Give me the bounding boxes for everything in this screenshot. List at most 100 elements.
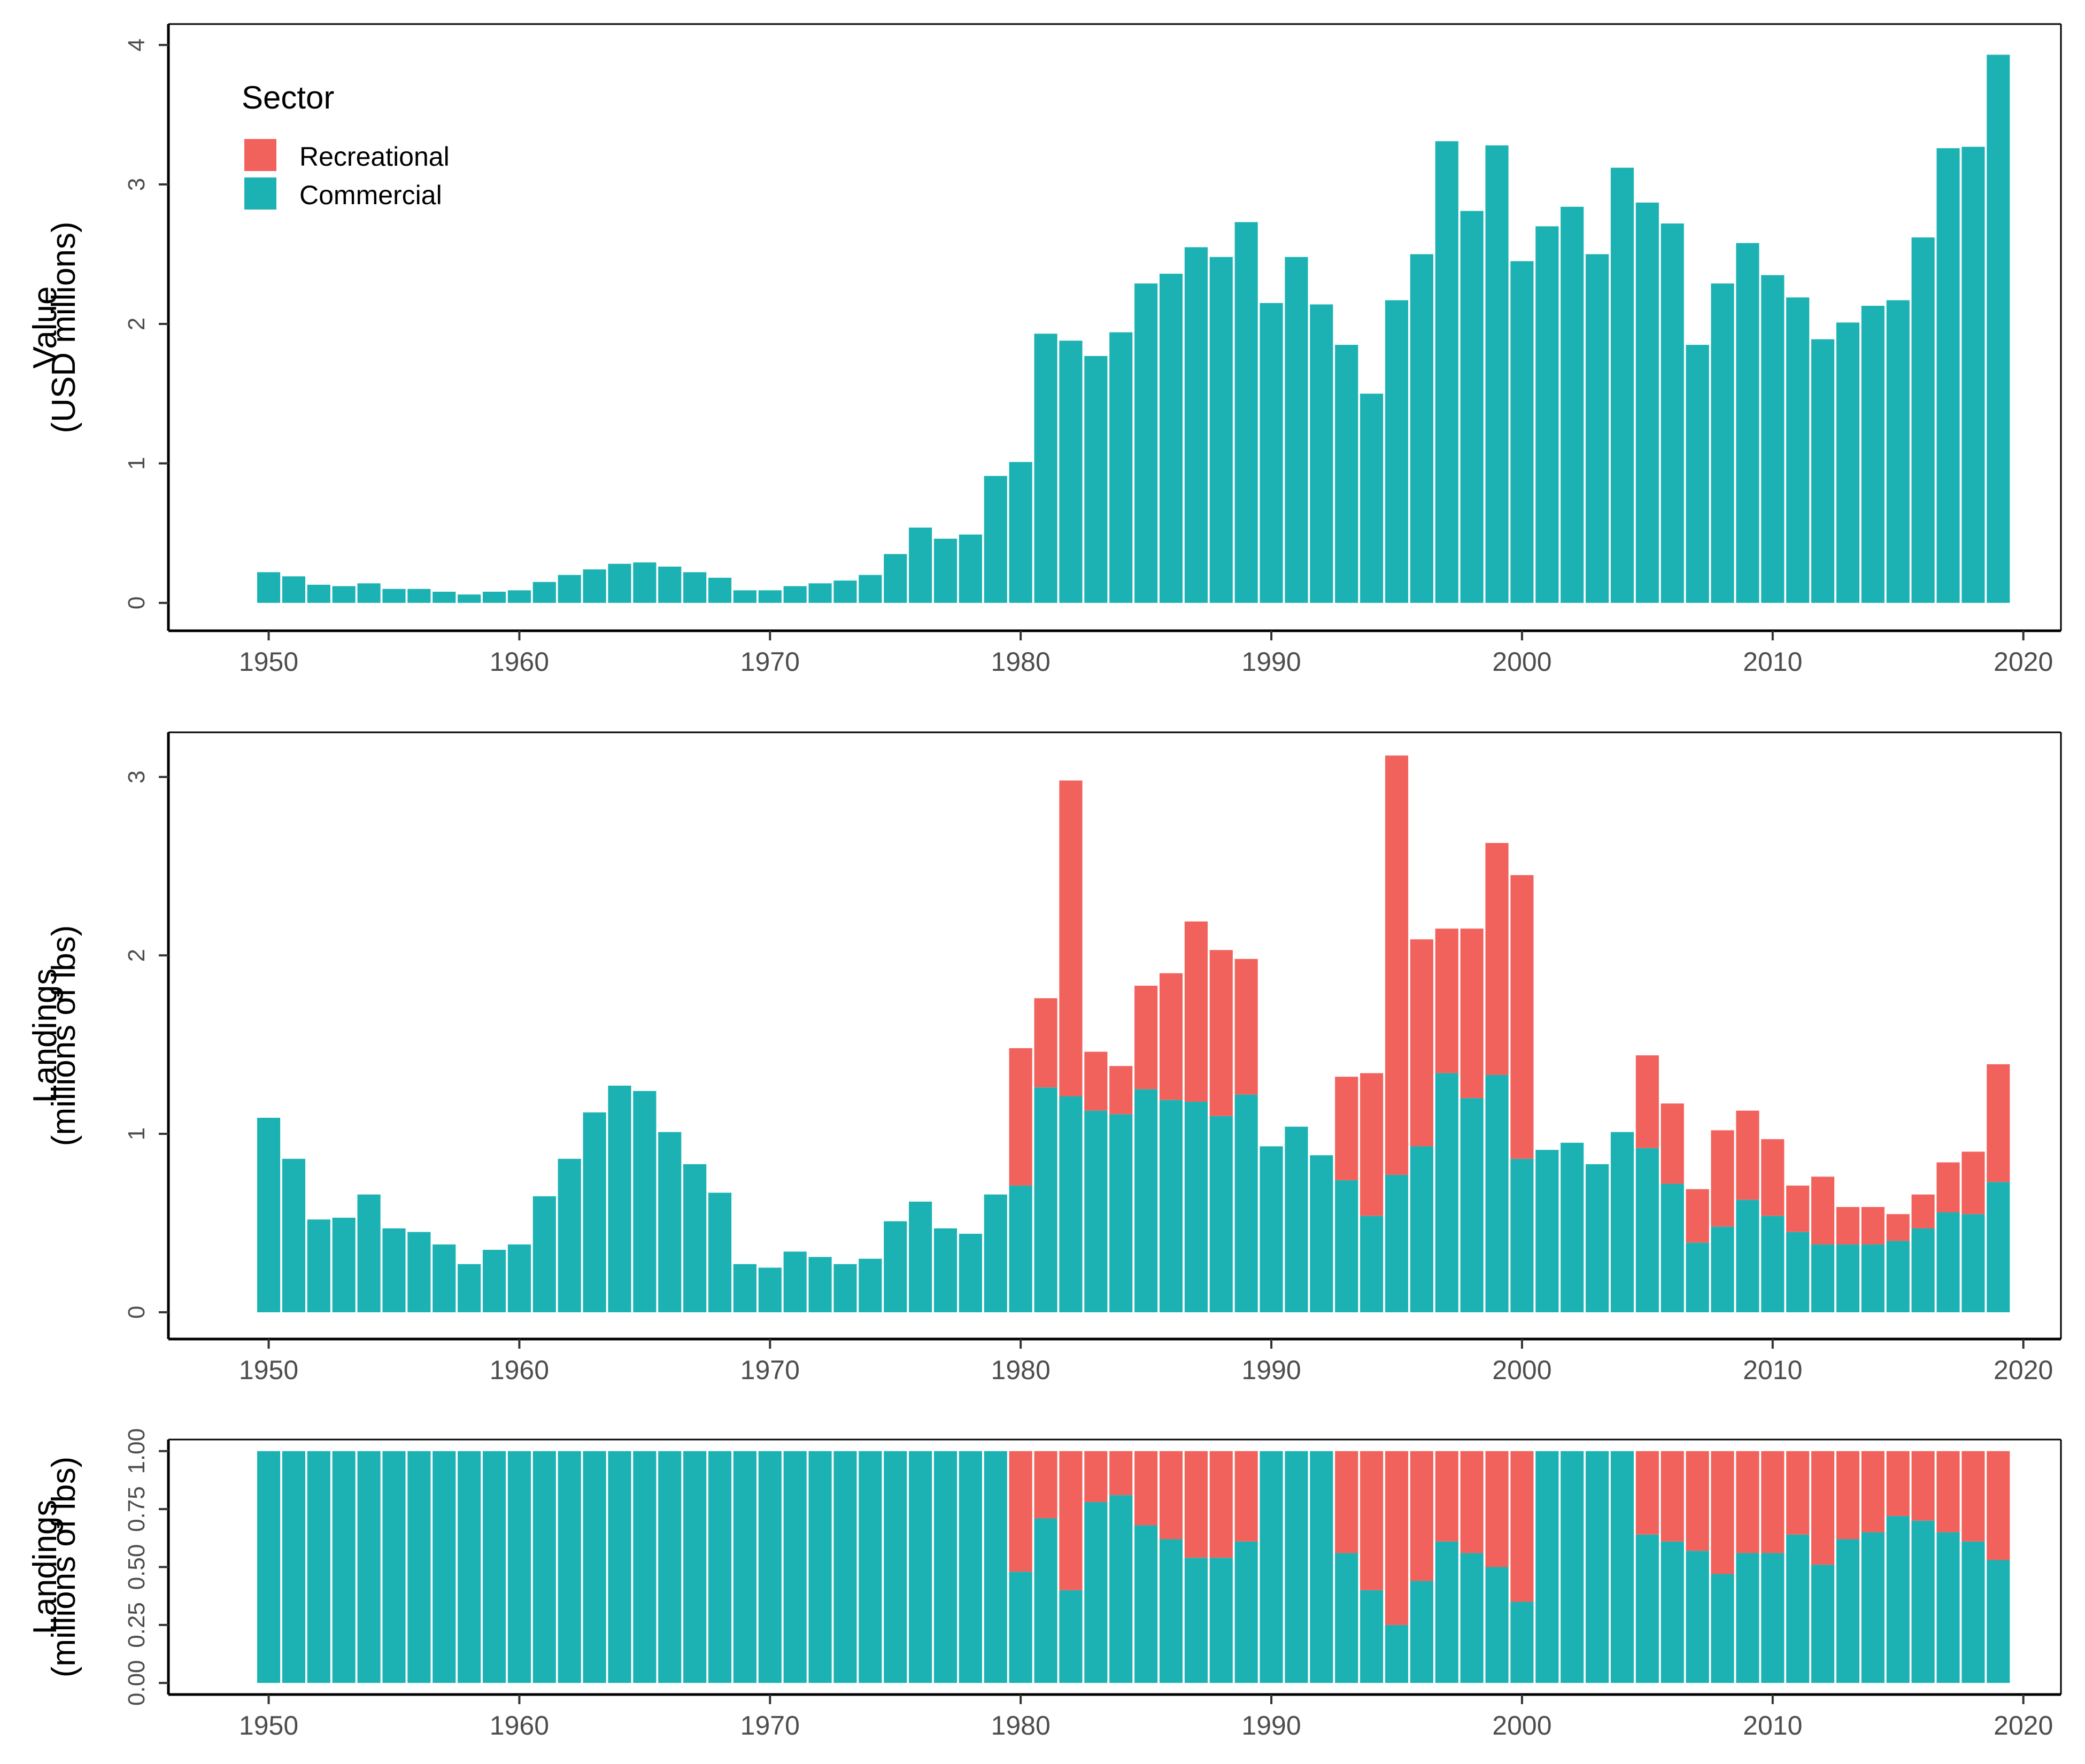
bar-commercial-1966 bbox=[658, 566, 682, 603]
x-tick-label: 1950 bbox=[239, 1711, 298, 1740]
bar-recreational-2010 bbox=[1761, 1451, 1785, 1553]
bar-commercial-2000 bbox=[1510, 1158, 1534, 1312]
bar-recreational-2000 bbox=[1510, 875, 1534, 1159]
bar-commercial-1993 bbox=[1335, 345, 1358, 603]
bar-commercial-2002 bbox=[1561, 1142, 1584, 1312]
bar-recreational-1989 bbox=[1234, 1451, 1258, 1542]
bar-commercial-1984 bbox=[1109, 1114, 1133, 1312]
bar-commercial-2007 bbox=[1686, 345, 1709, 603]
bar-commercial-1960 bbox=[507, 590, 531, 603]
bar-commercial-1997 bbox=[1435, 1541, 1458, 1683]
bar-commercial-2004 bbox=[1610, 1451, 1634, 1683]
bar-recreational-1998 bbox=[1460, 1451, 1484, 1553]
bar-recreational-2007 bbox=[1686, 1189, 1709, 1243]
bar-commercial-1989 bbox=[1234, 1541, 1258, 1683]
bar-commercial-1980 bbox=[1009, 1572, 1032, 1683]
bar-recreational-2017 bbox=[1936, 1162, 1960, 1212]
bar-commercial-2009 bbox=[1736, 243, 1759, 603]
bar-recreational-2014 bbox=[1861, 1451, 1885, 1533]
bar-commercial-1970 bbox=[758, 590, 782, 603]
bar-commercial-1998 bbox=[1460, 1098, 1484, 1312]
bar-recreational-2017 bbox=[1936, 1451, 1960, 1533]
x-tick-label: 1950 bbox=[239, 1355, 298, 1385]
bar-commercial-1976 bbox=[909, 1451, 932, 1683]
bar-commercial-1974 bbox=[859, 1258, 882, 1312]
bar-commercial-1986 bbox=[1159, 1539, 1183, 1683]
y-axis-title: (millions of lbs) bbox=[45, 925, 82, 1146]
y-axis-title: Landings bbox=[27, 969, 64, 1103]
bar-commercial-1980 bbox=[1009, 462, 1032, 603]
bar-commercial-1956 bbox=[407, 1232, 431, 1312]
bar-recreational-1986 bbox=[1159, 1451, 1183, 1539]
bar-commercial-2001 bbox=[1535, 226, 1559, 603]
bar-recreational-2000 bbox=[1510, 1451, 1534, 1602]
bar-commercial-2009 bbox=[1736, 1200, 1759, 1312]
bar-commercial-1971 bbox=[783, 1451, 807, 1683]
bar-commercial-1968 bbox=[708, 1451, 732, 1683]
bar-commercial-1967 bbox=[683, 572, 707, 603]
bar-commercial-1969 bbox=[733, 1264, 756, 1312]
bar-recreational-2005 bbox=[1635, 1055, 1659, 1148]
bar-commercial-1972 bbox=[808, 1257, 832, 1312]
bar-commercial-2019 bbox=[1987, 1560, 2010, 1683]
bar-commercial-1996 bbox=[1410, 254, 1433, 603]
bar-commercial-1957 bbox=[433, 591, 456, 603]
bar-commercial-1979 bbox=[984, 1451, 1007, 1683]
bar-commercial-2018 bbox=[1962, 1541, 1985, 1683]
bar-commercial-1998 bbox=[1460, 1553, 1484, 1683]
bar-commercial-1983 bbox=[1084, 1110, 1108, 1312]
bar-recreational-1985 bbox=[1134, 986, 1158, 1089]
bar-commercial-1973 bbox=[833, 581, 857, 603]
bar-commercial-2017 bbox=[1936, 1532, 1960, 1683]
bar-commercial-1990 bbox=[1260, 1451, 1283, 1683]
bar-commercial-1992 bbox=[1310, 1451, 1333, 1683]
bar-recreational-1995 bbox=[1385, 755, 1409, 1175]
bar-commercial-1967 bbox=[683, 1451, 707, 1683]
bar-commercial-2013 bbox=[1836, 1539, 1860, 1683]
legend-title: Sector bbox=[242, 80, 334, 115]
bar-commercial-1985 bbox=[1134, 283, 1158, 603]
y-tick-label: 1.00 bbox=[123, 1428, 150, 1474]
bar-commercial-2015 bbox=[1886, 300, 1910, 603]
bar-commercial-1993 bbox=[1335, 1180, 1358, 1312]
bar-commercial-2002 bbox=[1561, 206, 1584, 603]
bar-commercial-1991 bbox=[1285, 257, 1308, 603]
bar-commercial-1995 bbox=[1385, 1174, 1409, 1312]
bar-commercial-2016 bbox=[1911, 237, 1935, 603]
bar-commercial-1962 bbox=[558, 1158, 581, 1312]
bar-commercial-1952 bbox=[307, 584, 330, 603]
bar-commercial-2004 bbox=[1610, 1132, 1634, 1312]
bar-recreational-2018 bbox=[1962, 1151, 1985, 1214]
x-tick-label: 1960 bbox=[490, 1711, 549, 1740]
bar-commercial-1973 bbox=[833, 1451, 857, 1683]
bar-commercial-1978 bbox=[959, 534, 982, 603]
bar-commercial-1987 bbox=[1184, 1558, 1208, 1683]
bar-commercial-2012 bbox=[1811, 1565, 1835, 1683]
bar-recreational-1994 bbox=[1360, 1073, 1384, 1216]
bar-recreational-1989 bbox=[1234, 958, 1258, 1095]
legend: Sector Recreational Commercial bbox=[242, 80, 450, 210]
bar-commercial-1959 bbox=[482, 591, 506, 603]
y-tick-label: 0.50 bbox=[123, 1544, 150, 1590]
bar-commercial-1999 bbox=[1485, 1567, 1509, 1683]
bar-commercial-1964 bbox=[608, 1451, 631, 1683]
x-tick-label: 2000 bbox=[1492, 1355, 1551, 1385]
bar-commercial-1990 bbox=[1260, 303, 1283, 603]
bar-commercial-2012 bbox=[1811, 1244, 1835, 1312]
bar-recreational-2015 bbox=[1886, 1451, 1910, 1517]
bar-commercial-1988 bbox=[1209, 257, 1233, 603]
bar-recreational-2012 bbox=[1811, 1177, 1835, 1245]
bar-commercial-2001 bbox=[1535, 1150, 1559, 1312]
bar-commercial-1995 bbox=[1385, 300, 1409, 603]
bar-commercial-1979 bbox=[984, 476, 1007, 603]
x-tick-label: 2000 bbox=[1492, 647, 1551, 677]
bar-commercial-2010 bbox=[1761, 275, 1785, 603]
bar-commercial-1956 bbox=[407, 1451, 431, 1683]
bar-commercial-1970 bbox=[758, 1451, 782, 1683]
bar-commercial-1967 bbox=[683, 1164, 707, 1312]
bar-recreational-1987 bbox=[1184, 1451, 1208, 1558]
bar-commercial-1976 bbox=[909, 527, 932, 603]
bar-commercial-1993 bbox=[1335, 1553, 1358, 1683]
bar-recreational-1980 bbox=[1009, 1048, 1032, 1186]
bar-commercial-1956 bbox=[407, 589, 431, 603]
